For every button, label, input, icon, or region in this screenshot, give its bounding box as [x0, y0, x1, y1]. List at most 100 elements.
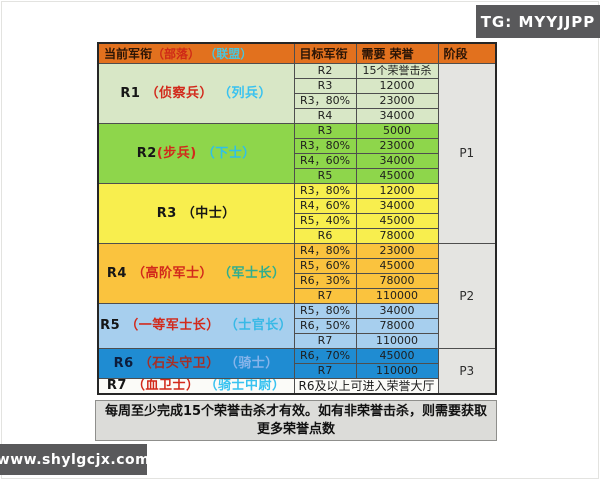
- honor-cell: 45000: [355, 168, 439, 184]
- honor-cell: 78000: [355, 228, 439, 244]
- honor-cell: 34000: [355, 198, 439, 214]
- table-row: R7 （血卫士） （骑士中尉） R6及以上可进入荣誉大厅: [97, 378, 496, 395]
- target-cell: R4，80%: [293, 243, 357, 259]
- target-cell: R7: [293, 333, 357, 349]
- target-cell: R6，70%: [293, 348, 357, 364]
- honor-cell: 5000: [355, 123, 439, 139]
- table-row: R6 （石头守卫） （骑士） R6，70% 45000 P3: [97, 348, 497, 395]
- table-row: R1 （侦察兵） （列兵） R2 15个荣誉击杀 P1: [97, 63, 497, 244]
- header-honor-required: 需要 荣誉: [355, 42, 439, 64]
- target-cell: R7: [293, 363, 357, 379]
- table-row: R4，60% 34000: [98, 198, 496, 214]
- rank-label-cell: R6 （石头守卫） （骑士）: [97, 348, 295, 379]
- honor-cell: 23000: [355, 243, 439, 259]
- target-cell: R6: [293, 228, 357, 244]
- honor-cell: 45000: [355, 213, 439, 229]
- honor-cell: 78000: [355, 318, 439, 334]
- target-cell: R5，40%: [293, 213, 357, 229]
- footer-note: 每周至少完成15个荣誉击杀才有效。如有非荣誉击杀，则需要获取更多荣誉点数: [95, 400, 497, 441]
- header-target-rank: 目标军衔: [293, 42, 357, 64]
- honor-cell: 110000: [355, 288, 439, 304]
- rank-honor-table: 当前军衔（部落） （联盟） 目标军衔 需要 荣誉 阶段 R1 （侦察兵） （列兵…: [97, 42, 497, 395]
- stage-cell-p3: P3: [437, 348, 497, 395]
- rank-label-part: (步兵): [156, 145, 197, 161]
- target-cell: R7: [293, 288, 357, 304]
- rank-label-part: R7: [106, 378, 133, 394]
- table-row: R4，60% 34000: [98, 153, 496, 169]
- table-row: R5，40% 45000: [98, 213, 496, 229]
- target-cell: R2: [293, 63, 357, 79]
- table-row: R7 110000: [98, 363, 496, 379]
- target-cell: R3，80%: [293, 138, 357, 154]
- target-cell: R4，60%: [293, 153, 357, 169]
- target-cell: R4: [293, 108, 357, 124]
- honor-cell: 78000: [355, 273, 439, 289]
- rank-label-part: （高阶军士）: [132, 265, 214, 281]
- rank-label-part: 当前军衔: [104, 47, 153, 61]
- rank-label-part: R2: [136, 145, 157, 161]
- honor-cell: 34000: [355, 108, 439, 124]
- header-row: 当前军衔（部落） （联盟） 目标军衔 需要 荣誉 阶段: [97, 42, 497, 64]
- rank-label-part: （血卫士）: [132, 378, 200, 394]
- rank-label-part: （士官长）: [219, 318, 293, 334]
- target-cell: R3: [293, 78, 357, 94]
- table-row: R3 12000: [98, 78, 496, 94]
- rank-label-cell: R3 （中士）: [97, 183, 295, 244]
- target-cell: R3，80%: [293, 93, 357, 109]
- rank-label-part: R4: [106, 265, 133, 281]
- target-cell: R4，60%: [293, 198, 357, 214]
- rank-label-cell: R4 （高阶军士） （军士长）: [97, 243, 295, 304]
- stage-cell-p2: P2: [437, 243, 497, 349]
- rank-label-cell: R1 （侦察兵） （列兵）: [97, 63, 295, 124]
- header-current-rank: 当前军衔（部落） （联盟）: [97, 42, 295, 64]
- target-cell: R3，80%: [293, 183, 357, 199]
- target-cell: R5，80%: [293, 303, 357, 319]
- rank-label-part: R1: [120, 85, 146, 101]
- table-row: R3 （中士） R3，80% 12000: [97, 183, 496, 244]
- honor-cell: 45000: [355, 258, 439, 274]
- table-row: R6，50% 78000: [98, 318, 496, 334]
- table-row: R7 110000: [98, 288, 496, 304]
- rank-label-part: （联盟）: [200, 47, 253, 61]
- target-cell: R5: [293, 168, 357, 184]
- rank-table-body: R1 （侦察兵） （列兵） R2 15个荣誉击杀 P1 R3 12000 R3，80% 230…: [97, 63, 497, 395]
- website-watermark-badge: www.shylgcjx.com: [0, 444, 150, 475]
- rank-label-part: （一等军士长）: [125, 318, 220, 334]
- header-stage: 阶段: [437, 42, 497, 64]
- stage-cell-p1: P1: [437, 63, 497, 244]
- table-row: R5 45000: [98, 168, 496, 184]
- rank-label-part: （骑士）: [219, 355, 279, 371]
- table-row: R5，60% 45000: [98, 258, 496, 274]
- honor-cell: 12000: [355, 78, 439, 94]
- table-row: R2(步兵) （下士） R3 5000: [97, 123, 496, 184]
- honor-cell: 34000: [355, 153, 439, 169]
- rank-label-part: （军士长）: [213, 265, 286, 281]
- table-row: R5 （一等军士长） （士官长） R5，80% 34000: [97, 303, 496, 349]
- target-cell: R3: [293, 123, 357, 139]
- honor-cell: 12000: [355, 183, 439, 199]
- rank-label-part: R3 （中士）: [156, 205, 236, 221]
- rank-label-cell: R7 （血卫士） （骑士中尉）: [97, 378, 295, 395]
- rank-label-part: R5: [100, 318, 126, 334]
- honor-hall-note-cell: R6及以上可进入荣誉大厅: [293, 378, 439, 395]
- rank-label-part: （石头守卫）: [138, 355, 220, 371]
- telegram-badge: TG: MYYJJPP: [476, 5, 600, 38]
- rank-label-part: （列兵）: [213, 85, 273, 101]
- honor-cell: 110000: [355, 363, 439, 379]
- rank-label-part: （骑士中尉）: [199, 378, 286, 394]
- honor-cell: 45000: [355, 348, 439, 364]
- table-row: R4 （高阶军士） （军士长） R4，80% 23000 P2: [97, 243, 497, 349]
- target-cell: R6，50%: [293, 318, 357, 334]
- rank-label-part: （部落）: [152, 47, 201, 61]
- honor-cell: 23000: [355, 138, 439, 154]
- honor-cell: 110000: [355, 333, 439, 349]
- rank-label-cell: R2(步兵) （下士）: [97, 123, 295, 184]
- honor-cell: 23000: [355, 93, 439, 109]
- target-cell: R6，30%: [293, 273, 357, 289]
- rank-label-part: （下士）: [196, 145, 256, 161]
- rank-table-container: 当前军衔（部落） （联盟） 目标军衔 需要 荣誉 阶段 R1 （侦察兵） （列兵…: [97, 42, 497, 395]
- target-cell: R5，60%: [293, 258, 357, 274]
- honor-cell: 15个荣誉击杀: [355, 63, 439, 79]
- rank-label-cell: R5 （一等军士长） （士官长）: [97, 303, 295, 349]
- rank-label-part: R6: [113, 355, 139, 371]
